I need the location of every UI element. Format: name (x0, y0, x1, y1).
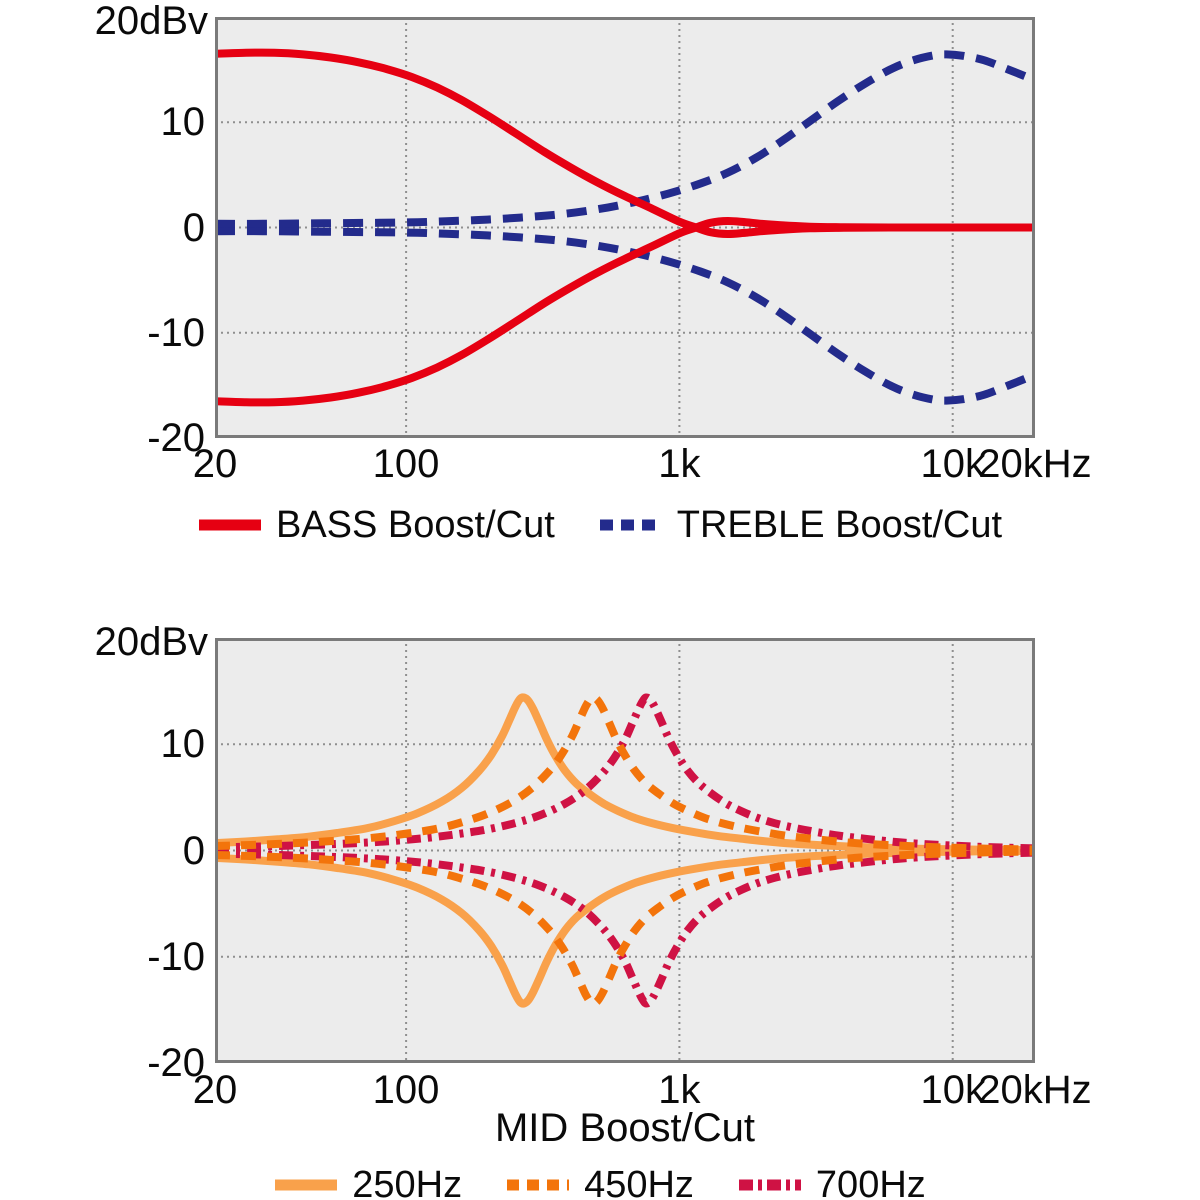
bass-treble-plot-area (215, 17, 1035, 438)
mid-axis-title: MID Boost/Cut (494, 1106, 756, 1150)
legend-item-450hz: 450Hz (506, 1163, 694, 1200)
series-450hz-cut (215, 847, 1035, 1008)
x-tick-label: 20 (192, 1068, 238, 1112)
top-chart-unit-label: 20dBv (94, 0, 208, 43)
legend-label: 700Hz (815, 1164, 926, 1200)
x-tick-label: 20kHz (978, 1068, 1092, 1112)
x-tick-label: 1k (658, 442, 701, 486)
mid-legend: 250Hz 450Hz 700Hz (0, 1163, 1200, 1200)
y-tick-label: -10 (147, 310, 205, 355)
mid-plot-area (215, 638, 1035, 1063)
bottom-chart-unit-label: 20dBv (94, 620, 208, 664)
bass-treble-legend: BASS Boost/Cut TREBLE Boost/Cut (0, 503, 1200, 547)
legend-item-250hz: 250Hz (274, 1163, 462, 1200)
legend-label: 450Hz (584, 1164, 694, 1200)
y-tick-label: 0 (182, 828, 205, 873)
y-tick-label: 10 (160, 100, 206, 145)
series-treble-boost-cut-cut (215, 227, 1035, 405)
line-style-swatch-icon (275, 1179, 338, 1191)
y-tick-label: -20 (147, 1041, 205, 1085)
series-250hz-boost (215, 693, 1035, 855)
legend-item-700hz: 700Hz (738, 1163, 926, 1200)
x-tick-label: 20 (192, 442, 238, 486)
x-tick-label: 1k (658, 1068, 701, 1112)
x-tick-label: 100 (372, 1068, 440, 1112)
series-700hz-cut (215, 848, 1035, 1008)
legend-label: 250Hz (352, 1164, 463, 1200)
line-style-swatch-icon (599, 519, 662, 531)
y-tick-label: -10 (147, 934, 205, 979)
series-treble-boost-cut-boost (215, 50, 1035, 228)
x-tick-label: 20kHz (978, 442, 1092, 486)
legend-item-bass-boost-cut: BASS Boost/Cut (198, 503, 555, 547)
x-tick-label: 100 (372, 442, 440, 486)
line-style-swatch-icon (738, 1179, 801, 1191)
y-tick-label: 0 (182, 205, 205, 250)
x-tick-label: 10k (920, 442, 985, 486)
series-bass-boost-cut-cut (215, 216, 1035, 407)
line-style-swatch-icon (198, 519, 261, 531)
series-450hz-boost (215, 693, 1035, 854)
x-tick-label: 10k (920, 1068, 985, 1112)
line-style-swatch-icon (507, 1179, 570, 1191)
legend-label: BASS Boost/Cut (275, 504, 555, 546)
plot-border (215, 17, 1035, 438)
y-tick-label: -20 (147, 416, 205, 460)
series-700hz-boost (215, 693, 1035, 853)
y-tick-label: 10 (160, 722, 206, 767)
legend-item-treble-boost-cut: TREBLE Boost/Cut (599, 503, 1002, 547)
plot-border (215, 638, 1035, 1063)
legend-label: TREBLE Boost/Cut (676, 504, 1003, 546)
series-250hz-cut (215, 846, 1035, 1008)
